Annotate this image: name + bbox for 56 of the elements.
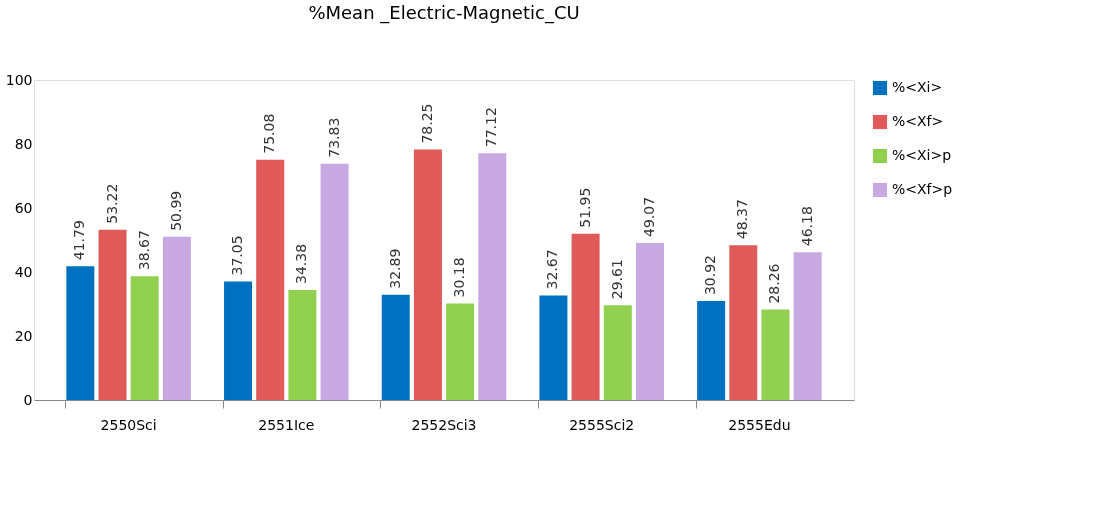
bar [256,159,285,400]
data-label: 78.25 [418,103,435,144]
bar [539,295,568,400]
data-label: 37.05 [229,235,246,276]
y-tick-label: 100 [5,71,33,88]
bar [478,153,507,400]
data-label: 48.37 [734,199,751,240]
y-tick-label: 80 [14,135,33,152]
x-tick-label: 2555Sci2 [569,416,635,433]
x-tick-label: 2552Sci3 [411,416,477,433]
data-label: 28.26 [766,263,783,304]
bar [413,149,442,400]
bar [224,281,253,400]
bar [381,294,410,400]
data-label: 50.99 [167,190,184,231]
bar [635,242,664,400]
bar [761,309,790,400]
chart-title: %Mean _Electric-Magnetic_CU [308,2,580,24]
bar [603,305,632,400]
bar [729,245,758,400]
bar [66,266,95,400]
y-tick-label: 20 [14,327,33,344]
data-label: 38.67 [135,230,152,271]
x-tick-label: 2550Sci [100,416,157,433]
data-label: 46.18 [798,206,815,247]
data-label: 51.95 [576,187,593,228]
data-label: 32.89 [386,248,403,289]
data-label: 29.61 [608,259,625,300]
legend-label: %<Xf>p [892,181,953,197]
data-label: 53.22 [103,183,120,224]
data-label: 73.83 [325,117,342,158]
bar [320,163,349,400]
y-tick-label: 40 [14,263,33,280]
data-label: 49.07 [640,196,657,237]
data-label: 30.18 [451,257,468,298]
x-tick-label: 2551Ice [258,416,315,433]
bar [571,233,600,400]
legend-label: %<Xi> [892,79,943,95]
y-tick-label: 60 [14,199,33,216]
data-label: 41.79 [71,220,88,261]
data-label: 77.12 [483,107,500,148]
data-label: 75.08 [261,113,278,154]
bar [793,252,822,400]
bar [288,289,317,400]
bar [98,229,127,400]
bar [162,236,191,400]
data-label: 34.38 [293,243,310,284]
y-tick-label: 0 [23,391,33,408]
bar [130,276,159,400]
legend-label: %<Xf> [892,113,944,129]
data-label: 32.67 [544,249,561,290]
x-tick-label: 2555Edu [728,416,791,433]
data-label: 30.92 [702,254,719,296]
bar [446,303,475,400]
bar [697,301,726,400]
legend-label: %<Xi>p [892,147,952,163]
